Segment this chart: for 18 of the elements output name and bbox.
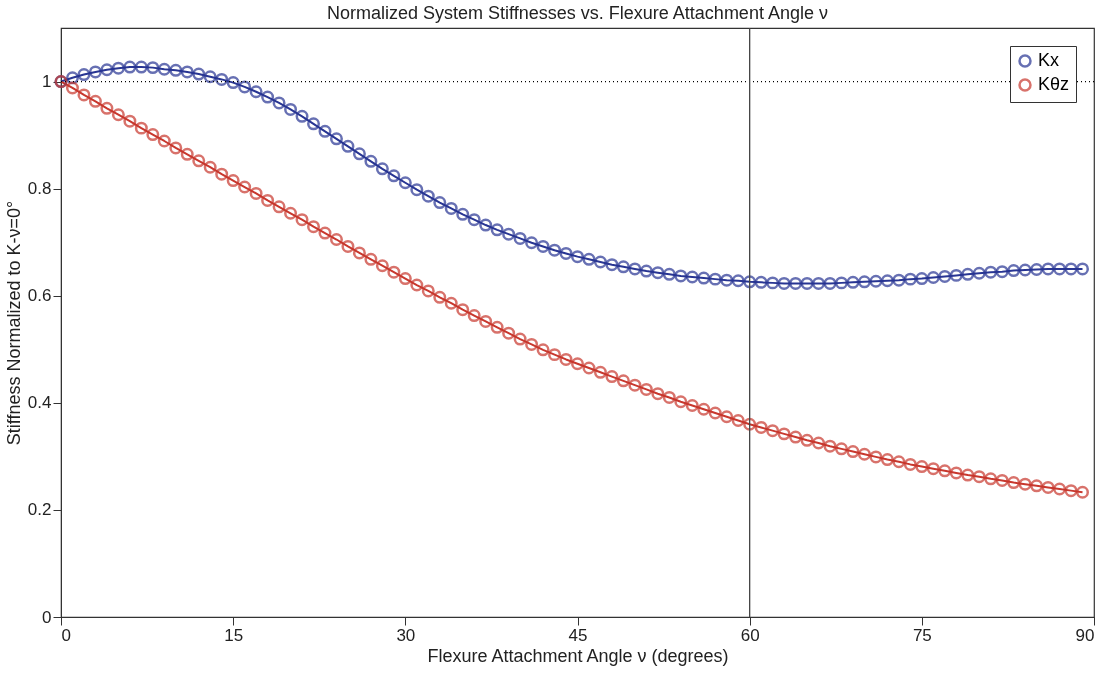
chart-title: Normalized System Stiffnesses vs. Flexure Attachment Angle ν xyxy=(327,3,828,24)
x-tick-label: 45 xyxy=(568,625,588,645)
y-tick-label: 1 xyxy=(42,72,52,92)
y-tick-label: 0.6 xyxy=(27,286,52,306)
y-tick-label: 0 xyxy=(42,607,52,627)
x-tick-label: 90 xyxy=(1075,625,1095,645)
x-tick-label: 0 xyxy=(61,625,71,645)
x-tick-label: 75 xyxy=(912,625,932,645)
y-tick-label: 0.8 xyxy=(27,179,52,199)
legend-label: Kx xyxy=(1038,50,1060,70)
x-tick-label: 15 xyxy=(224,625,244,645)
x-tick-label: 60 xyxy=(740,625,760,645)
y-tick-label: 0.2 xyxy=(27,500,52,520)
y-axis-title: Stiffness Normalized to K-ν=0° xyxy=(3,200,24,446)
x-axis-title: Flexure Attachment Angle ν (degrees) xyxy=(427,645,729,666)
y-tick-label: 0.4 xyxy=(27,393,52,413)
x-tick-label: 30 xyxy=(396,625,416,645)
legend-label: Kθz xyxy=(1038,74,1070,94)
